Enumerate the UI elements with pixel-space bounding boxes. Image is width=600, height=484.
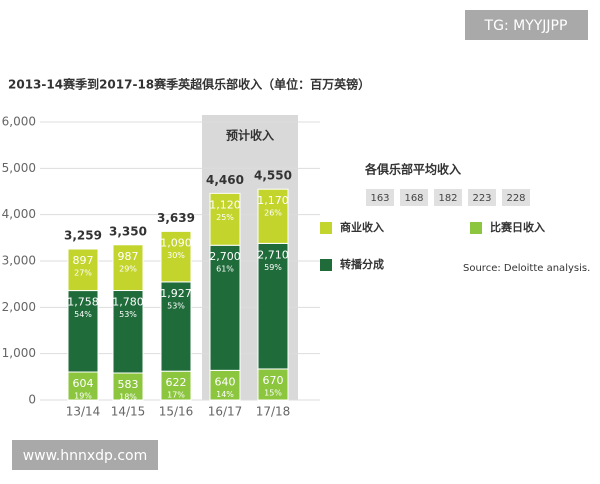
y-tick-label: 1,000 xyxy=(2,346,36,360)
percent-label: 25% xyxy=(216,213,234,222)
y-tick-label: 4,000 xyxy=(2,207,36,221)
bar-segment xyxy=(209,369,241,401)
percent-label: 19% xyxy=(74,392,92,401)
forecast-label: 预计收入 xyxy=(226,128,274,143)
percent-label: 14% xyxy=(216,390,234,399)
bar-segment xyxy=(257,188,289,244)
total-label: 3,259 xyxy=(64,228,102,242)
y-tick-label: 5,000 xyxy=(2,161,36,175)
average-box xyxy=(502,189,530,206)
x-tick-label: 16/17 xyxy=(208,405,243,419)
value-label: 604 xyxy=(73,377,94,390)
percent-label: 29% xyxy=(119,264,137,273)
percent-label: 53% xyxy=(119,310,137,319)
average-title: 各俱乐部平均收入 xyxy=(364,162,461,177)
x-tick-label: 14/15 xyxy=(111,405,146,419)
bar-segment xyxy=(112,244,144,292)
total-label: 3,350 xyxy=(109,224,147,238)
percent-label: 61% xyxy=(216,265,234,274)
value-label: 1,780 xyxy=(112,296,144,309)
watermark-box xyxy=(12,440,158,470)
source: Source: Deloitte analysis. xyxy=(463,263,590,274)
bar-segment xyxy=(257,242,289,370)
bar-segment xyxy=(160,230,192,283)
value-label: 1,758 xyxy=(67,296,99,309)
percent-label: 53% xyxy=(167,301,185,310)
legend-swatch xyxy=(470,222,482,234)
value-label: 1,090 xyxy=(160,236,192,249)
total-label: 4,460 xyxy=(206,173,244,187)
watermark-box xyxy=(465,10,588,40)
value-label: 987 xyxy=(118,250,139,263)
value-label: 1,170 xyxy=(257,194,289,207)
legend-label: 转播分成 xyxy=(340,257,384,271)
value-label: 2,710 xyxy=(257,248,289,261)
average-box xyxy=(468,189,496,206)
value-label: 2,700 xyxy=(209,250,241,263)
value-label: 1,927 xyxy=(160,287,192,300)
value-label: 583 xyxy=(118,378,139,391)
percent-label: 18% xyxy=(119,392,137,401)
percent-label: 26% xyxy=(264,209,282,218)
y-tick-label: 6,000 xyxy=(2,115,36,129)
bar-segment xyxy=(160,281,192,372)
total-label: 4,550 xyxy=(254,169,292,183)
average-box xyxy=(434,189,462,206)
percent-label: 54% xyxy=(74,310,92,319)
bar-segment xyxy=(257,368,289,401)
bar-segment xyxy=(112,372,144,401)
bar-segment xyxy=(209,192,241,246)
chart-title: 2013-14赛季到2017-18赛季英超俱乐部收入（单位：百万英镑） xyxy=(8,77,370,92)
legend-label: 比赛日收入 xyxy=(490,220,545,234)
x-tick-label: 15/16 xyxy=(159,405,194,419)
average-value: 168 xyxy=(404,193,423,204)
percent-label: 15% xyxy=(264,388,282,397)
value-label: 670 xyxy=(263,374,284,387)
percent-label: 59% xyxy=(264,263,282,272)
legend-label: 商业收入 xyxy=(340,220,384,234)
y-tick-label: 3,000 xyxy=(2,254,36,268)
bar-segment xyxy=(112,290,144,374)
x-tick-label: 17/18 xyxy=(256,405,291,419)
average-value: 163 xyxy=(370,193,389,204)
value-label: 1,120 xyxy=(209,198,241,211)
value-label: 897 xyxy=(73,254,94,267)
legend-swatch xyxy=(320,259,332,271)
bar-segment xyxy=(67,248,99,292)
percent-label: 30% xyxy=(167,251,185,260)
bar-segment xyxy=(67,290,99,373)
percent-label: 17% xyxy=(167,391,185,400)
legend-swatch xyxy=(320,222,332,234)
watermark: TG: MYYJJPP xyxy=(484,18,568,34)
y-tick-label: 2,000 xyxy=(2,300,36,314)
bar-segment xyxy=(209,244,241,371)
average-box xyxy=(366,189,394,206)
y-tick-label: 0 xyxy=(28,393,36,407)
average-box xyxy=(400,189,428,206)
watermark: www.hnnxdp.com xyxy=(23,448,148,464)
average-value: 228 xyxy=(506,193,525,204)
total-label: 3,639 xyxy=(157,211,195,225)
value-label: 640 xyxy=(215,375,236,388)
average-value: 182 xyxy=(438,193,457,204)
x-tick-label: 13/14 xyxy=(66,405,101,419)
average-value: 223 xyxy=(472,193,491,204)
value-label: 622 xyxy=(166,376,187,389)
bar-segment xyxy=(160,370,192,401)
percent-label: 27% xyxy=(74,268,92,277)
